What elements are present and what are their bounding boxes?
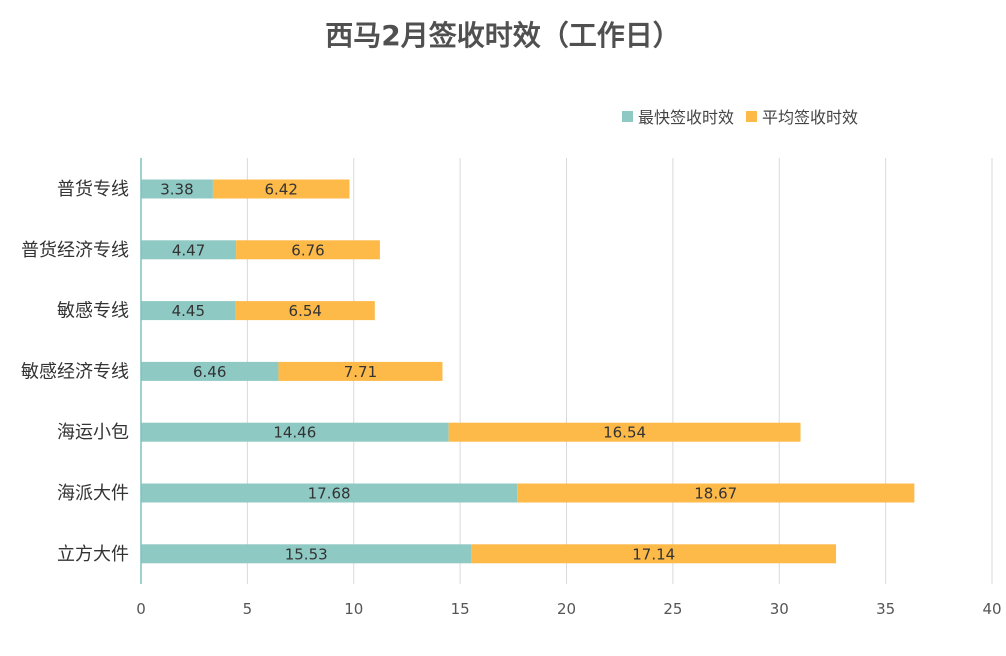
bar-average bbox=[212, 179, 350, 199]
x-tick-label: 15 bbox=[451, 600, 470, 618]
x-tick-label: 25 bbox=[663, 600, 682, 618]
bar-average bbox=[448, 422, 801, 442]
bar-average bbox=[278, 361, 443, 381]
x-tick-label: 5 bbox=[243, 600, 253, 618]
bar-fastest bbox=[141, 422, 449, 442]
bar-average bbox=[471, 544, 837, 564]
x-tick-label: 20 bbox=[557, 600, 576, 618]
bar-fastest bbox=[141, 361, 279, 381]
data-label-average: 18.67 bbox=[694, 485, 737, 503]
data-label-average: 16.54 bbox=[603, 424, 646, 442]
category-label: 立方大件 bbox=[57, 544, 129, 565]
legend-label-average: 平均签收时效 bbox=[762, 108, 859, 127]
bar-average bbox=[236, 240, 380, 260]
legend-swatch-average bbox=[746, 110, 758, 122]
data-label-fastest: 17.68 bbox=[308, 485, 351, 503]
bar-fastest bbox=[141, 544, 472, 564]
bar-fastest bbox=[141, 483, 518, 503]
bar-fastest bbox=[141, 179, 213, 199]
bar-average bbox=[517, 483, 915, 503]
data-label-average: 17.14 bbox=[632, 545, 675, 563]
legend-item-fastest: 最快签收时效 bbox=[622, 104, 734, 128]
bar-fastest bbox=[141, 240, 237, 260]
data-label-fastest: 14.46 bbox=[273, 424, 316, 442]
category-label: 敏感经济专线 bbox=[21, 361, 129, 382]
category-label: 海运小包 bbox=[57, 422, 129, 443]
data-label-average: 6.42 bbox=[264, 181, 297, 199]
x-tick-label: 10 bbox=[344, 600, 363, 618]
legend: 最快签收时效 平均签收时效 bbox=[622, 104, 870, 128]
legend-label-fastest: 最快签收时效 bbox=[638, 108, 735, 127]
category-label: 普货经济专线 bbox=[21, 240, 129, 261]
data-label-average: 6.54 bbox=[289, 302, 322, 320]
bar-average bbox=[235, 301, 375, 321]
data-label-average: 7.71 bbox=[344, 363, 377, 381]
data-label-fastest: 3.38 bbox=[160, 181, 193, 199]
data-label-fastest: 4.45 bbox=[172, 302, 205, 320]
data-label-fastest: 15.53 bbox=[285, 545, 328, 563]
category-label: 普货专线 bbox=[57, 179, 129, 200]
x-tick-label: 40 bbox=[982, 600, 1001, 618]
data-label-fastest: 6.46 bbox=[193, 363, 226, 381]
category-label: 海派大件 bbox=[57, 483, 129, 504]
data-label-average: 6.76 bbox=[291, 241, 324, 259]
bar-fastest bbox=[141, 301, 236, 321]
category-label: 敏感专线 bbox=[57, 301, 129, 322]
x-tick-label: 0 bbox=[136, 600, 146, 618]
chart-title: 西马2月签收时效（工作日） bbox=[325, 19, 681, 52]
legend-item-average: 平均签收时效 bbox=[746, 104, 858, 128]
x-tick-label: 35 bbox=[876, 600, 895, 618]
legend-swatch-fastest bbox=[622, 110, 633, 122]
x-tick-label: 30 bbox=[770, 600, 789, 618]
data-label-fastest: 4.47 bbox=[172, 241, 205, 259]
